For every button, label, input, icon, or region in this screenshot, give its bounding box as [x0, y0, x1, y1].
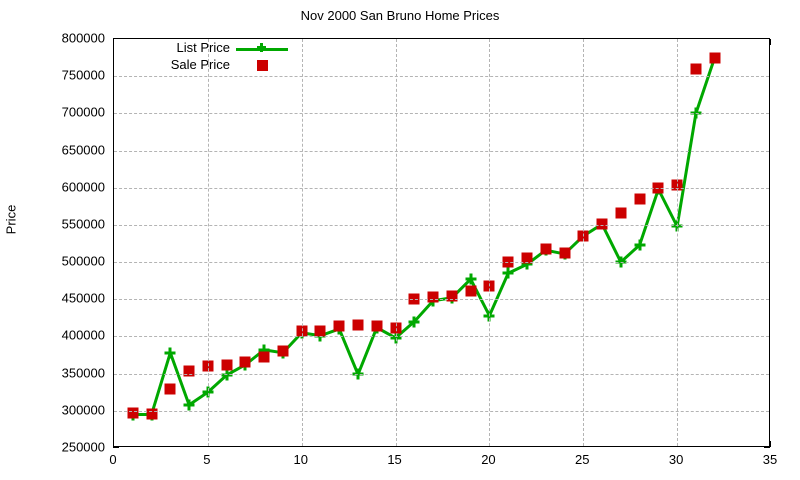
y-tick-label: 250000: [61, 439, 105, 455]
legend-entry-sale-price: Sale Price: [133, 57, 288, 74]
x-tick-label: 5: [203, 452, 211, 467]
legend-entry-list-price: List Price: [133, 40, 288, 57]
data-point-list-price: [258, 344, 270, 356]
y-tick-label: 800000: [61, 30, 105, 46]
data-point-sale-price: [427, 291, 439, 303]
data-point-sale-price: [371, 320, 383, 332]
data-point-sale-price: [164, 383, 176, 394]
gridline-vertical: [677, 39, 679, 446]
y-tick-label: 300000: [61, 402, 105, 418]
x-tick-label: 0: [109, 452, 117, 467]
data-point-sale-price: [333, 320, 345, 332]
data-point-sale-price: [465, 285, 477, 297]
x-tick-mark: [770, 39, 771, 45]
gridline-horizontal: [114, 373, 769, 375]
plot-area: [113, 38, 770, 447]
legend-label-sale-price: Sale Price: [170, 57, 230, 72]
y-tick-label: 750000: [61, 67, 105, 83]
y-tick-label: 650000: [61, 142, 105, 158]
y-tick-label: 600000: [61, 179, 105, 195]
y-tick-mark: [113, 447, 119, 448]
gridline-horizontal: [114, 113, 769, 115]
data-point-list-price: [164, 347, 176, 359]
data-point-sale-price: [709, 52, 721, 64]
chart-legend: List Price Sale Price: [133, 40, 288, 76]
y-tick-label: 500000: [61, 253, 105, 269]
data-point-sale-price: [277, 345, 289, 357]
data-point-sale-price: [540, 243, 552, 255]
gridline-horizontal: [114, 224, 769, 226]
data-point-sale-price: [596, 218, 608, 230]
y-tick-label: 350000: [61, 365, 105, 381]
x-tick-label: 30: [668, 452, 684, 467]
y-tick-label: 550000: [61, 216, 105, 232]
x-tick-label: 35: [762, 452, 778, 467]
y-tick-label: 700000: [61, 104, 105, 120]
data-point-sale-price: [239, 356, 251, 368]
data-point-list-price: [221, 369, 233, 381]
x-tick-label: 20: [481, 452, 496, 467]
data-point-sale-price: [314, 325, 326, 336]
gridline-horizontal: [114, 76, 769, 78]
y-tick-mark: [764, 447, 770, 448]
chart-title: Nov 2000 San Bruno Home Prices: [300, 8, 500, 23]
data-point-sale-price: [258, 351, 270, 363]
series-lines: [132, 57, 717, 417]
data-point-sale-price: [521, 252, 533, 264]
x-tick-mark: [770, 441, 771, 447]
data-point-list-price: [521, 258, 533, 270]
data-point-sale-price: [127, 407, 139, 419]
gridline-horizontal: [114, 336, 769, 338]
y-tick-label: 450000: [61, 290, 105, 306]
data-point-sale-price: [221, 359, 233, 371]
data-point-list-price: [465, 273, 477, 285]
gridline-horizontal: [114, 410, 769, 412]
x-tick-label: 25: [575, 452, 590, 467]
gridline-vertical: [583, 39, 585, 446]
gridline-horizontal: [114, 187, 769, 189]
gridline-horizontal: [114, 262, 769, 264]
data-point-sale-price: [634, 193, 646, 205]
gridline-vertical: [207, 39, 209, 446]
data-point-sale-price: [352, 319, 364, 331]
x-tick-label: 10: [293, 452, 308, 467]
data-point-sale-price: [146, 408, 158, 420]
data-point-sale-price: [183, 365, 195, 377]
gridline-horizontal: [114, 299, 769, 301]
gridline-vertical: [395, 39, 397, 446]
square-icon: [257, 60, 268, 71]
data-point-sale-price: [446, 290, 458, 302]
data-point-sale-price: [690, 63, 702, 75]
gridline-vertical: [301, 39, 303, 446]
x-tick-label: 15: [387, 452, 402, 467]
list-price-line: [132, 57, 717, 417]
gridline-vertical: [489, 39, 491, 446]
gridline-horizontal: [114, 150, 769, 152]
plus-icon: [257, 43, 266, 52]
data-point-list-price: [634, 239, 646, 251]
y-tick-label: 400000: [61, 327, 105, 343]
data-point-list-price: [183, 399, 195, 411]
data-point-list-price: [502, 267, 514, 279]
data-point-sale-price: [615, 207, 627, 219]
legend-label-list-price: List Price: [176, 40, 230, 55]
data-point-list-price: [408, 316, 420, 328]
data-point-sale-price: [559, 247, 570, 259]
